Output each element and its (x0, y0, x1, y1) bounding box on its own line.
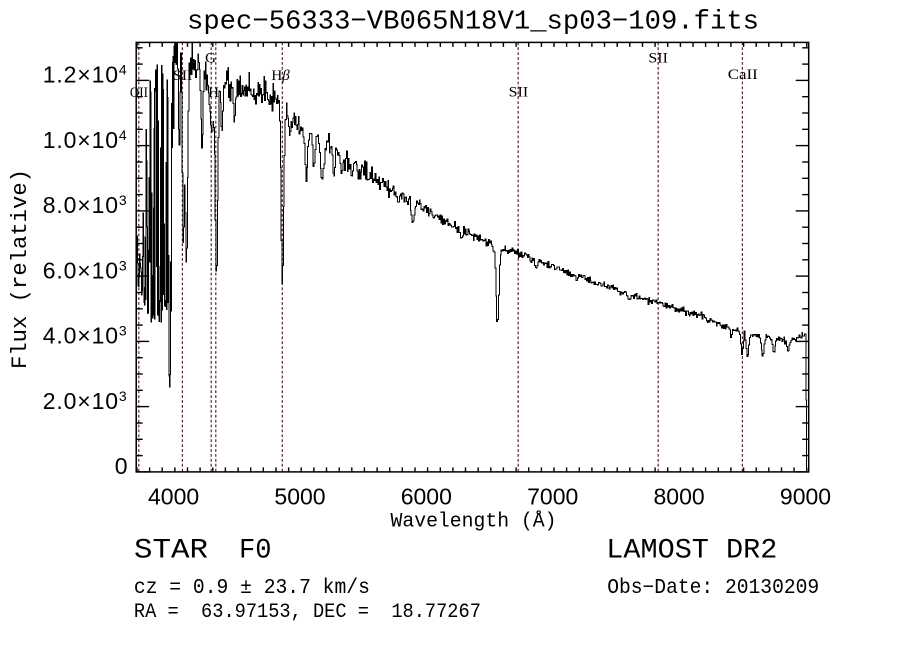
svg-text:0: 0 (115, 453, 128, 479)
svg-text:Obs−Date: 20130209: Obs−Date: 20130209 (607, 577, 819, 600)
svg-text:7000: 7000 (527, 484, 578, 510)
svg-text:9000: 9000 (780, 484, 831, 510)
svg-text:SII: SII (648, 51, 668, 67)
svg-text:SII: SII (173, 68, 193, 84)
svg-text:F0: F0 (239, 536, 272, 567)
svg-text:6000: 6000 (401, 484, 452, 510)
svg-text:H: H (208, 85, 219, 101)
svg-text:LAMOST DR2: LAMOST DR2 (606, 536, 777, 567)
svg-text:5000: 5000 (274, 484, 325, 510)
svg-text:cz = 0.9 ± 23.7 km/s: cz = 0.9 ± 23.7 km/s (134, 577, 370, 600)
svg-text:RA = 63.97153, DEC = 18.7726: RA = 63.97153, DEC = 18.77267 (134, 601, 481, 624)
svg-text:2.0×103: 2.0×103 (43, 388, 128, 414)
svg-text:4.0×103: 4.0×103 (43, 323, 128, 349)
svg-text:SII: SII (509, 85, 529, 101)
svg-text:Flux (relative): Flux (relative) (7, 169, 33, 369)
svg-text:CaII: CaII (728, 67, 758, 83)
svg-text:Wavelength (Å): Wavelength (Å) (391, 511, 557, 534)
svg-text:Hβ: Hβ (271, 68, 290, 84)
svg-text:4000: 4000 (148, 484, 199, 510)
svg-text:G: G (205, 51, 216, 67)
svg-text:8000: 8000 (654, 484, 705, 510)
svg-text:8.0×103: 8.0×103 (43, 192, 128, 218)
svg-text:1.2×104: 1.2×104 (43, 62, 128, 88)
svg-text:1.0×104: 1.0×104 (43, 127, 128, 153)
svg-text:6.0×103: 6.0×103 (43, 257, 128, 283)
svg-text:STAR: STAR (134, 536, 208, 567)
svg-text:OII: OII (130, 85, 148, 101)
svg-text:spec−56333−VB065N18V1_sp03−109: spec−56333−VB065N18V1_sp03−109.fits (187, 7, 759, 38)
